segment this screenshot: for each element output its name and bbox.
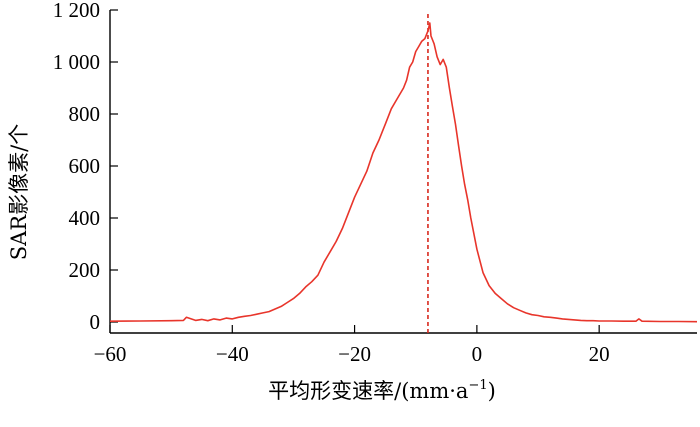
y-tick-label: 200 <box>69 258 101 282</box>
x-tick-label: −20 <box>338 342 371 366</box>
y-tick-label: 1 200 <box>53 0 100 22</box>
y-tick-label: 1 000 <box>53 50 100 74</box>
x-tick-label: −40 <box>216 342 249 366</box>
y-axis-label: SAR影像素/个 <box>7 124 31 260</box>
series-line <box>109 22 698 323</box>
y-tick-label: 0 <box>90 310 101 334</box>
y-tick-label: 600 <box>69 154 101 178</box>
x-axis-label: 平均形变速率/(mm·a−1) <box>268 378 496 403</box>
x-tick-label: 0 <box>472 342 483 366</box>
y-tick-label: 400 <box>69 206 101 230</box>
x-tick-label: 20 <box>589 342 610 366</box>
y-tick-label: 800 <box>69 102 101 126</box>
x-tick-label: −60 <box>94 342 127 366</box>
plot-area: 0 200 400 600 800 1 000 1 200 −60 −40 −20 0 20 <box>53 0 698 366</box>
